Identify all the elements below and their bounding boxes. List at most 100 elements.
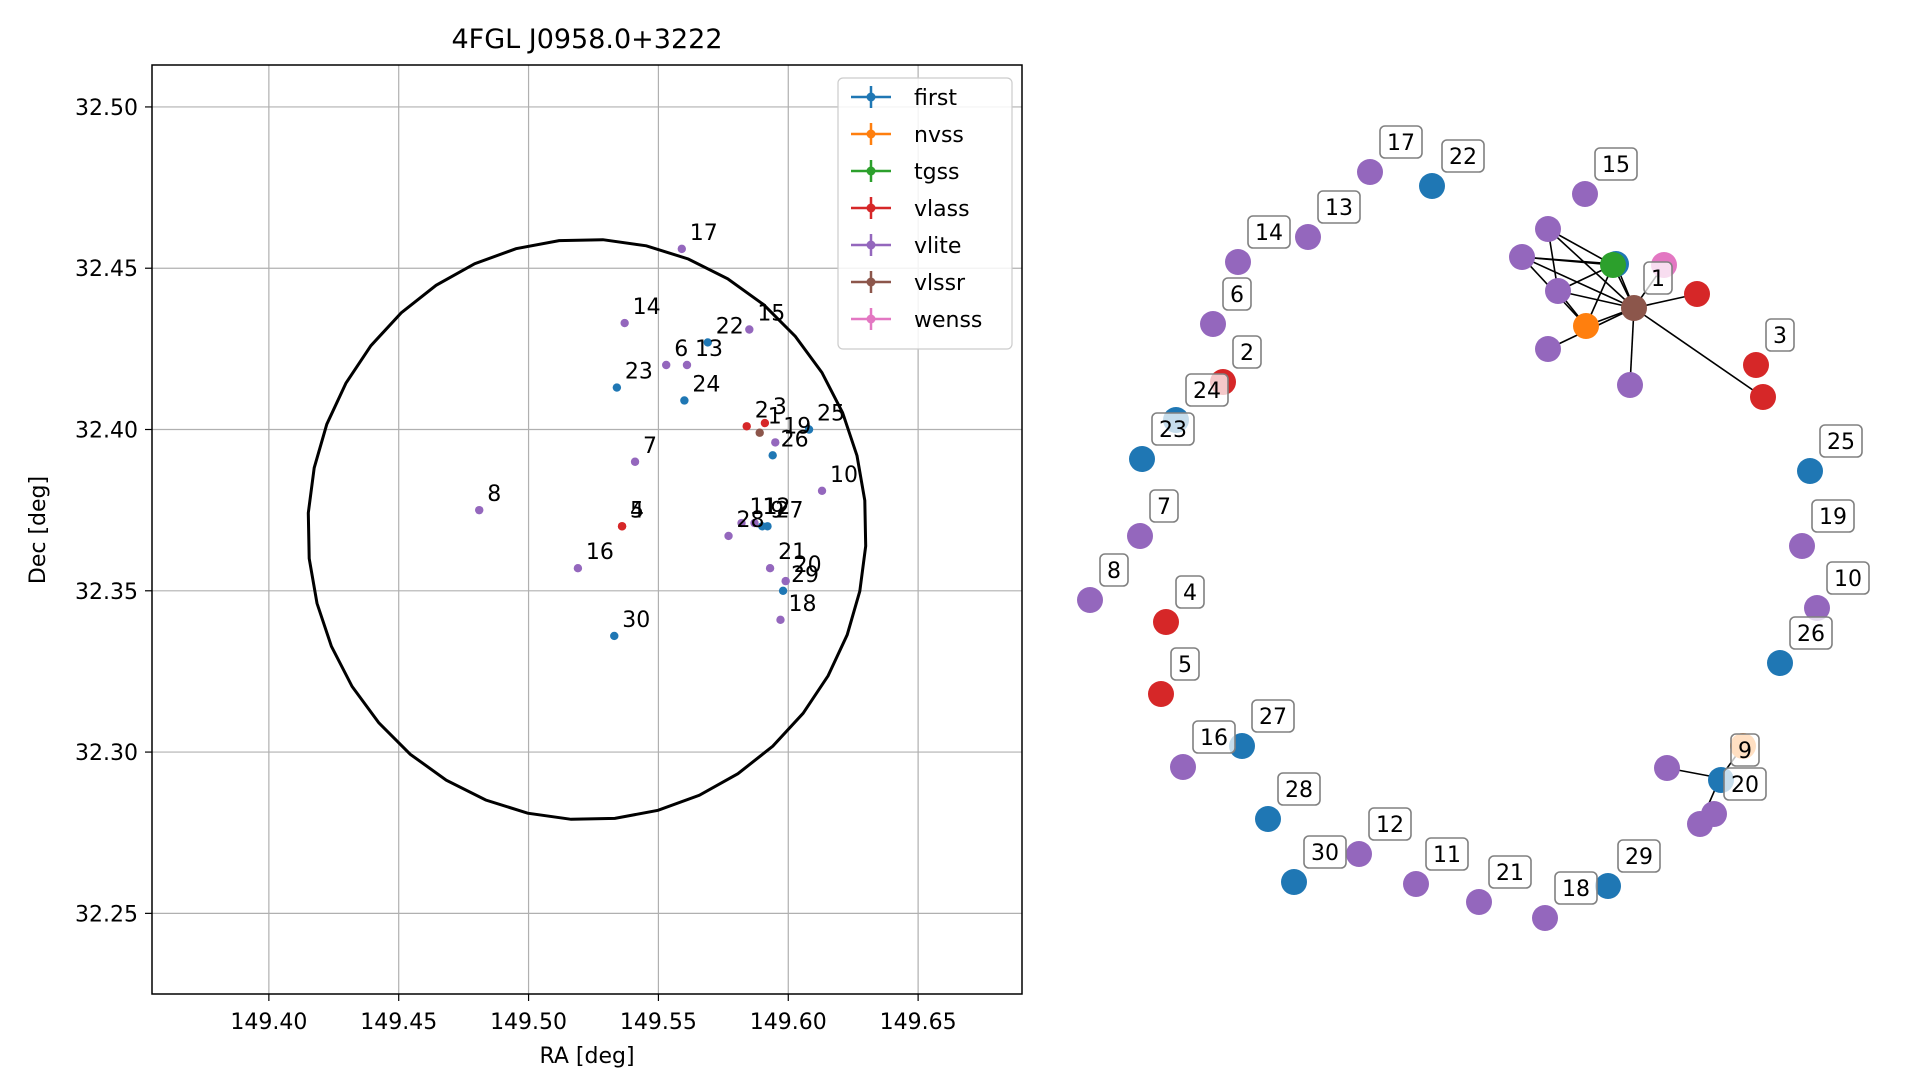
node-label-box: [1723, 767, 1767, 801]
point-29: [778, 586, 788, 595]
point-label-22: 22: [716, 314, 744, 339]
network-node-label-2: 2: [1232, 335, 1262, 369]
point-11: [737, 518, 746, 528]
point-6: [662, 360, 671, 370]
legend-item-vlass: vlass: [851, 197, 970, 222]
network-node-22: [1419, 173, 1445, 199]
node-label-box: [1643, 261, 1673, 295]
point-label-7: 7: [643, 434, 657, 459]
network-node-13: [1295, 224, 1321, 250]
network-node-extra: [1654, 755, 1680, 781]
node-label-text: 29: [1625, 845, 1653, 870]
node-label-text: 26: [1797, 622, 1825, 647]
node-label-box: [1379, 125, 1423, 159]
point-23: [612, 383, 622, 392]
legend-marker-dot: [866, 129, 876, 139]
point-label-20: 20: [794, 553, 822, 578]
point-label-6: 6: [674, 337, 688, 362]
data-points: [475, 244, 827, 641]
point-label-23: 23: [625, 360, 653, 385]
node-label-box: [1425, 837, 1469, 871]
network-node-17: [1357, 159, 1383, 185]
network-node-label-18: 18: [1554, 871, 1598, 905]
network-node-23: [1129, 446, 1155, 472]
point-15: [745, 325, 754, 334]
node-label-box: [1441, 139, 1485, 173]
y-tick-label: 32.30: [75, 741, 138, 766]
point-20: [781, 576, 790, 586]
network-node-cluster: [1509, 244, 1535, 270]
node-label-box: [1765, 318, 1795, 352]
point-8: [475, 505, 484, 515]
point-label-24: 24: [692, 372, 720, 397]
network-node-16: [1170, 754, 1196, 780]
node-label-box: [1826, 561, 1870, 595]
node-label-text: 6: [1230, 283, 1244, 308]
network-node-cluster: [1684, 281, 1710, 307]
network-node-label-22: 22: [1441, 139, 1485, 173]
network-node-cluster: [1573, 313, 1599, 339]
network-node-label-20: 20: [1723, 767, 1767, 801]
network-node-label-17: 17: [1379, 125, 1423, 159]
point-label-17: 17: [690, 221, 718, 246]
network-edge: [1521, 256, 1635, 309]
network-node-label-14: 14: [1247, 215, 1291, 249]
legend-label-vlite: vlite: [914, 234, 961, 259]
point-25: [804, 425, 814, 434]
network-node-label-6: 6: [1222, 277, 1252, 311]
point-24: [680, 396, 689, 405]
point-label-16: 16: [586, 540, 614, 565]
node-label-text: 24: [1193, 379, 1221, 404]
node-label-text: 20: [1731, 773, 1759, 798]
node-label-box: [1175, 575, 1205, 609]
legend-marker-dot: [866, 314, 876, 324]
node-label-box: [1819, 424, 1863, 458]
point-label-29: 29: [791, 563, 819, 588]
node-label-box: [1789, 616, 1833, 650]
node-label-text: 8: [1107, 559, 1121, 584]
point-label-3: 3: [773, 395, 787, 420]
point-label-26: 26: [781, 427, 809, 452]
point-28: [724, 531, 733, 541]
point-12: [750, 518, 759, 528]
y-tick-label: 32.40: [75, 419, 138, 444]
legend-marker-dot: [866, 92, 876, 102]
node-label-text: 5: [1178, 653, 1192, 678]
node-label-text: 10: [1834, 567, 1862, 592]
point-label-4: 4: [630, 498, 644, 523]
network-node-3: [1743, 352, 1769, 378]
network-node-cluster: [1617, 372, 1643, 398]
network-node-label-28: 28: [1277, 772, 1321, 806]
node-label-box: [1811, 499, 1855, 533]
node-label-text: 19: [1819, 505, 1847, 530]
point-16: [573, 564, 583, 573]
point-label-27: 27: [775, 498, 803, 523]
point-label-15: 15: [757, 302, 785, 327]
node-label-text: 30: [1311, 841, 1339, 866]
network-node-12: [1346, 841, 1372, 867]
node-label-text: 9: [1738, 739, 1752, 764]
point-3: [760, 418, 770, 428]
network-node-26: [1767, 650, 1793, 676]
network-node-label-13: 13: [1317, 190, 1361, 224]
y-tick-label: 32.50: [75, 96, 138, 121]
network-node-label-24: 24: [1185, 373, 1229, 407]
network-node-11: [1403, 871, 1429, 897]
legend-label-tgss: tgss: [914, 160, 960, 185]
point-label-19: 19: [783, 414, 811, 439]
node-label-box: [1594, 147, 1638, 181]
node-label-text: 13: [1325, 196, 1353, 221]
node-label-box: [1488, 855, 1532, 889]
network-node-8: [1077, 587, 1103, 613]
network-edge: [1547, 228, 1635, 309]
y-tick-label: 32.45: [75, 257, 138, 282]
point-10: [817, 486, 827, 495]
legend-label-nvss: nvss: [914, 123, 964, 148]
point-label-5: 5: [630, 498, 644, 523]
node-label-box: [1730, 733, 1760, 767]
point-30: [610, 631, 619, 641]
network-node-14: [1225, 249, 1251, 275]
legend-label-vlssr: vlssr: [914, 271, 966, 296]
network-node-label-16: 16: [1192, 720, 1236, 754]
